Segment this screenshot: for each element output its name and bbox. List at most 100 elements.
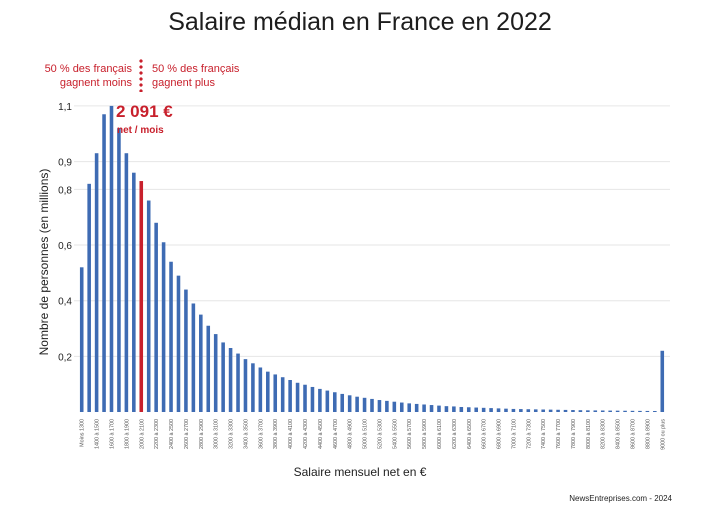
- x-tick-label: 3000 à 3100: [214, 419, 220, 449]
- y-tick-label: 0,6: [58, 241, 72, 252]
- bar: [370, 398, 374, 412]
- x-tick-labels: Moins 1300 1400 à 1500 1600 à 1700 1800 à 1…: [80, 419, 667, 450]
- bar: [578, 410, 583, 412]
- bar: [623, 410, 627, 412]
- bar: [548, 409, 553, 412]
- bar: [251, 363, 255, 412]
- median-dotted-divider: [139, 58, 143, 92]
- x-tick-label: 2400 à 2500: [169, 419, 175, 449]
- bar: [422, 404, 426, 412]
- x-tick-label: 2800 à 2900: [199, 419, 205, 449]
- bar: [399, 402, 404, 412]
- bar: [94, 153, 99, 412]
- bar: [437, 405, 441, 412]
- x-tick-label: 7600 à 7700: [556, 419, 562, 449]
- bar: [236, 353, 240, 412]
- annotation-left: 50 % des français gagnent moins: [44, 63, 132, 89]
- x-tick-label: 2200 à 2300: [154, 419, 160, 449]
- bar: [630, 410, 635, 412]
- bar: [466, 407, 471, 412]
- bar: [474, 407, 478, 412]
- x-tick-label: 6600 à 6700: [482, 419, 488, 449]
- bar: [243, 359, 248, 412]
- bar: [266, 371, 270, 412]
- bar: [228, 348, 233, 412]
- bar: [586, 410, 590, 412]
- x-tick-label: 4400 à 4500: [318, 419, 324, 449]
- bar: [161, 242, 166, 412]
- bar: [593, 410, 598, 412]
- bar: [511, 408, 516, 412]
- x-tick-label: 9000 ou plus: [660, 419, 666, 450]
- bar: [213, 334, 218, 412]
- bar: [124, 153, 129, 412]
- x-tick-label: 5800 à 5900: [422, 419, 428, 449]
- x-tick-label: 1800 à 1900: [124, 419, 130, 449]
- source-footer: NewsEntreprises.com - 2024: [569, 494, 672, 503]
- bar: [615, 410, 620, 412]
- x-tick-label: 6800 à 6900: [497, 419, 503, 449]
- x-tick-label: 7400 à 7500: [541, 419, 547, 449]
- bar: [362, 397, 367, 412]
- x-tick-label: 4200 à 4300: [303, 419, 309, 449]
- bar: [526, 409, 531, 412]
- x-tick-label: 7200 à 7300: [526, 419, 532, 449]
- bar: [79, 267, 84, 412]
- bar: [154, 222, 158, 412]
- bar: [608, 410, 612, 412]
- x-tick-label: 3400 à 3500: [243, 419, 249, 449]
- bar: [638, 410, 642, 412]
- x-tick-label: 2000 à 2100: [139, 419, 145, 449]
- bar: [273, 374, 278, 412]
- bar: [556, 409, 560, 412]
- bar: [325, 390, 330, 412]
- bar: [347, 395, 352, 412]
- bar: [184, 289, 188, 412]
- bar: [444, 406, 449, 412]
- bar: [295, 382, 300, 412]
- x-tick-label: 3600 à 3700: [258, 419, 264, 449]
- bar: [109, 105, 114, 413]
- y-axis-label: Nombre de personnes (en millions): [37, 168, 51, 356]
- bar: [481, 407, 486, 412]
- x-tick-label: 4800 à 4900: [348, 419, 354, 449]
- bar: [385, 400, 389, 412]
- bar: [452, 406, 456, 412]
- bar: [459, 406, 464, 412]
- x-tick-label: 4600 à 4700: [333, 419, 339, 449]
- bar-median: [139, 181, 144, 412]
- chart-title: Salaire médian en France en 2022: [168, 8, 552, 36]
- bar: [280, 377, 285, 412]
- bar: [519, 409, 523, 412]
- bar: [102, 114, 106, 413]
- x-tick-label: 1600 à 1700: [109, 419, 115, 449]
- y-tick-labels: 0,2 0,4 0,6 0,8 0,9 1,1: [58, 102, 72, 363]
- x-axis-label: Salaire mensuel net en €: [293, 465, 427, 479]
- x-tick-label: 6400 à 6500: [467, 419, 473, 449]
- x-tick-label: 3800 à 3900: [273, 419, 279, 449]
- bar: [303, 384, 307, 412]
- bar: [563, 409, 568, 412]
- x-tick-label: 7800 à 7900: [571, 419, 577, 449]
- y-tick-label: 0,4: [58, 297, 72, 308]
- bar: [221, 342, 225, 412]
- x-tick-label: 6200 à 6300: [452, 419, 458, 449]
- bar: [318, 388, 322, 412]
- bar: [169, 261, 173, 412]
- bar: [496, 408, 501, 412]
- y-tick-label: 1,1: [58, 102, 72, 113]
- x-tick-label: 4000 à 4100: [288, 419, 294, 449]
- annotation-right: 50 % des français gagnent plus: [152, 63, 240, 89]
- bar: [392, 401, 397, 412]
- bar: [117, 128, 121, 412]
- bar: [660, 350, 665, 412]
- bar: [146, 200, 151, 412]
- bar: [332, 392, 337, 412]
- bar: [489, 408, 493, 412]
- bar: [206, 325, 211, 412]
- x-tick-label: 2600 à 2700: [184, 419, 190, 449]
- bar: [429, 405, 434, 412]
- bar: [199, 314, 203, 412]
- bar: [645, 410, 650, 412]
